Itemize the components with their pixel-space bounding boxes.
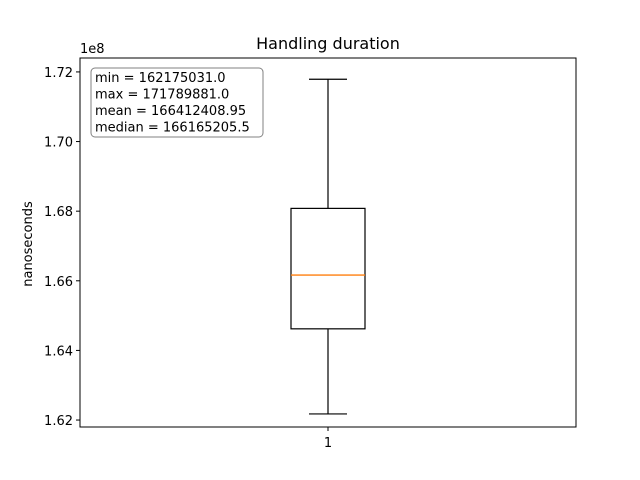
y-tick-label: 1.72 bbox=[44, 66, 73, 81]
iqr-box bbox=[290, 207, 366, 330]
stats-line: median = 166165205.5 bbox=[95, 121, 250, 136]
stats-line: min = 162175031.0 bbox=[95, 71, 226, 86]
y-tick-label: 1.64 bbox=[44, 344, 73, 359]
y-tick-label: 1.62 bbox=[44, 414, 73, 429]
x-axis-ticks: 1 bbox=[324, 427, 332, 451]
x-tick-label: 1 bbox=[324, 436, 332, 451]
chart-title: Handling duration bbox=[256, 34, 400, 53]
y-tick-label: 1.68 bbox=[44, 205, 73, 220]
y-axis-ticks: 1.62 1.64 1.66 1.68 1.70 1.72 bbox=[44, 66, 80, 429]
stats-line: mean = 166412408.95 bbox=[95, 104, 246, 119]
stats-line: max = 171789881.0 bbox=[95, 88, 229, 103]
stats-box-frame bbox=[90, 67, 264, 138]
y-axis-label: nanoseconds bbox=[21, 201, 36, 287]
y-offset-label: 1e8 bbox=[80, 42, 105, 57]
y-tick-label: 1.70 bbox=[44, 136, 73, 151]
y-tick-label: 1.66 bbox=[44, 275, 73, 290]
box-group bbox=[290, 78, 366, 415]
